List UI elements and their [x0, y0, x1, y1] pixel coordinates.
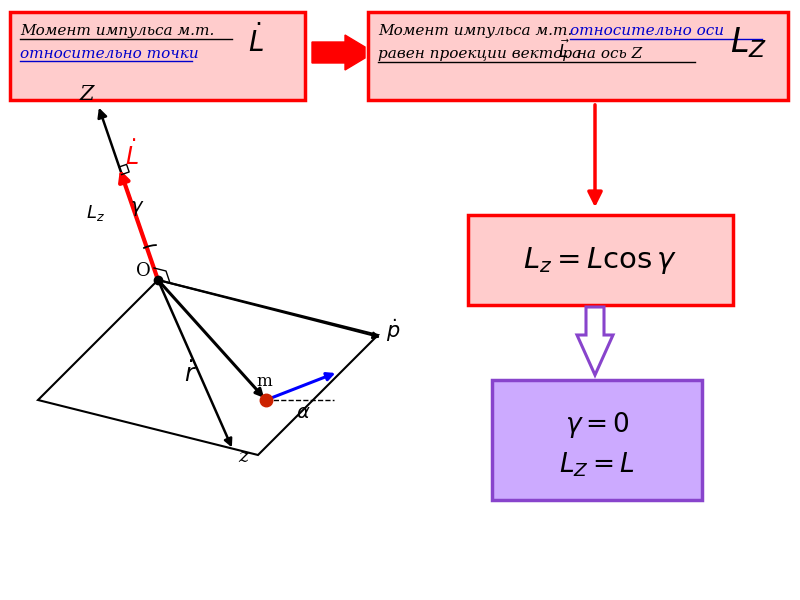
Text: Момент импульса м.т.: Момент импульса м.т.	[378, 24, 578, 38]
Text: равен проекции вектора: равен проекции вектора	[378, 47, 586, 61]
Text: $\gamma$: $\gamma$	[130, 199, 144, 218]
Polygon shape	[312, 35, 365, 70]
Text: относительно оси: относительно оси	[570, 24, 724, 38]
Text: m: m	[256, 373, 272, 390]
Text: $\dot{p}$: $\dot{p}$	[386, 317, 400, 344]
Text: $\gamma = 0$: $\gamma = 0$	[565, 410, 630, 440]
Text: $L_Z$: $L_Z$	[730, 25, 767, 60]
Text: z: z	[238, 448, 248, 466]
Text: $\dot{r}$: $\dot{r}$	[184, 361, 197, 387]
FancyBboxPatch shape	[368, 12, 788, 100]
Text: O: O	[136, 262, 150, 280]
Text: относительно точки: относительно точки	[20, 47, 198, 61]
Text: $L_Z = L$: $L_Z = L$	[559, 451, 634, 479]
FancyBboxPatch shape	[492, 380, 702, 500]
FancyBboxPatch shape	[468, 215, 733, 305]
Text: на ось Z: на ось Z	[572, 47, 642, 61]
Text: Момент импульса м.т.: Момент импульса м.т.	[20, 24, 214, 38]
Polygon shape	[577, 307, 613, 375]
Text: $\dot{L}$: $\dot{L}$	[248, 25, 264, 58]
Polygon shape	[38, 280, 378, 455]
Text: $L_z = L\cos\gamma$: $L_z = L\cos\gamma$	[523, 245, 677, 275]
Text: $\dot{L}$: $\dot{L}$	[125, 140, 138, 170]
FancyBboxPatch shape	[10, 12, 305, 100]
Text: $\vec{L}$: $\vec{L}$	[558, 40, 570, 62]
Text: Z: Z	[80, 85, 94, 104]
Text: $L_z$: $L_z$	[86, 203, 105, 223]
Text: $\alpha$: $\alpha$	[296, 404, 310, 422]
